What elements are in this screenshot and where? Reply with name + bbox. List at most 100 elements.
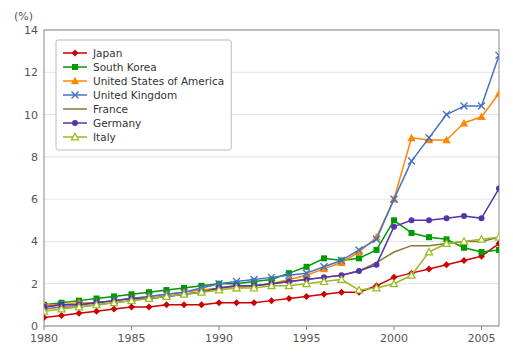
point bbox=[390, 195, 398, 203]
point bbox=[356, 268, 362, 274]
series-line bbox=[44, 237, 499, 309]
grid-line bbox=[44, 156, 499, 157]
point bbox=[443, 240, 450, 246]
y-tick-label: 4 bbox=[31, 235, 38, 248]
point bbox=[215, 286, 222, 292]
x-tick-label: 1990 bbox=[205, 332, 233, 345]
legend-item: Japan bbox=[63, 47, 122, 59]
point bbox=[356, 255, 362, 261]
y-tick-label: 14 bbox=[24, 24, 38, 37]
plot-area bbox=[44, 30, 499, 326]
point bbox=[443, 261, 450, 268]
point bbox=[304, 264, 310, 270]
point bbox=[426, 265, 433, 272]
series bbox=[44, 237, 499, 309]
point bbox=[496, 247, 499, 253]
point bbox=[164, 293, 170, 299]
legend-marker bbox=[72, 64, 78, 70]
legend-marker bbox=[72, 92, 79, 99]
series bbox=[44, 240, 499, 321]
point bbox=[496, 240, 500, 247]
grid-line bbox=[44, 199, 499, 200]
point bbox=[321, 255, 327, 261]
legend-label: Italy bbox=[93, 131, 116, 143]
point bbox=[286, 295, 293, 302]
point bbox=[426, 234, 432, 240]
series bbox=[44, 186, 499, 310]
point bbox=[426, 217, 432, 223]
series-line bbox=[44, 220, 499, 305]
point bbox=[303, 280, 310, 286]
point bbox=[303, 293, 310, 300]
point bbox=[408, 272, 415, 278]
legend-box bbox=[56, 40, 231, 150]
point bbox=[443, 111, 450, 118]
point bbox=[146, 296, 152, 302]
point bbox=[320, 278, 327, 284]
y-tick-label: 6 bbox=[31, 193, 38, 206]
point bbox=[268, 282, 275, 288]
point bbox=[407, 134, 415, 142]
legend-label: United Kingdom bbox=[93, 89, 177, 101]
legend-marker bbox=[72, 50, 79, 57]
point bbox=[338, 257, 345, 264]
series bbox=[44, 52, 499, 311]
y-tick-label: 2 bbox=[31, 278, 38, 291]
point bbox=[442, 136, 450, 144]
series bbox=[44, 89, 499, 308]
point bbox=[44, 308, 48, 314]
point bbox=[198, 301, 205, 308]
point bbox=[373, 236, 380, 243]
point bbox=[303, 270, 310, 277]
point bbox=[496, 186, 499, 192]
legend-label: Japan bbox=[92, 47, 122, 59]
x-tick bbox=[394, 326, 395, 330]
point bbox=[479, 215, 485, 221]
legend-marker bbox=[71, 77, 79, 85]
x-tick-label: 1985 bbox=[118, 332, 146, 345]
point bbox=[250, 284, 257, 290]
point bbox=[477, 112, 485, 120]
x-tick-label: 1995 bbox=[293, 332, 321, 345]
point bbox=[268, 274, 275, 281]
point bbox=[181, 291, 187, 297]
point bbox=[251, 276, 258, 283]
point bbox=[391, 217, 397, 223]
point bbox=[390, 280, 397, 286]
point bbox=[496, 52, 500, 59]
point bbox=[110, 299, 117, 305]
point bbox=[93, 308, 100, 315]
legend-item: South Korea bbox=[63, 61, 157, 73]
point bbox=[58, 312, 65, 319]
point bbox=[216, 299, 223, 306]
point bbox=[479, 249, 485, 255]
legend-item: United Kingdom bbox=[63, 89, 177, 101]
x-tick bbox=[44, 326, 45, 330]
point bbox=[58, 305, 65, 311]
point bbox=[76, 310, 83, 317]
y-tick-label: 12 bbox=[24, 66, 38, 79]
point bbox=[338, 289, 345, 296]
chart: 02468101214198019851990199520002005(%)Ja… bbox=[0, 0, 513, 356]
point bbox=[409, 217, 415, 223]
point bbox=[391, 224, 397, 230]
point bbox=[391, 196, 398, 203]
legend: JapanSouth KoreaUnited States of America… bbox=[56, 40, 231, 150]
plot-frame bbox=[44, 30, 499, 326]
point bbox=[338, 276, 345, 282]
point bbox=[44, 314, 48, 321]
point bbox=[495, 234, 499, 240]
point bbox=[355, 286, 362, 292]
point bbox=[146, 303, 153, 310]
point bbox=[163, 293, 170, 299]
x-tick bbox=[131, 326, 132, 330]
point bbox=[460, 119, 468, 127]
x-tick bbox=[306, 326, 307, 330]
point bbox=[478, 236, 485, 242]
series-line bbox=[44, 93, 499, 304]
point bbox=[251, 299, 258, 306]
legend-marker bbox=[72, 120, 78, 126]
point bbox=[233, 284, 240, 290]
point bbox=[128, 303, 135, 310]
point bbox=[425, 248, 432, 254]
